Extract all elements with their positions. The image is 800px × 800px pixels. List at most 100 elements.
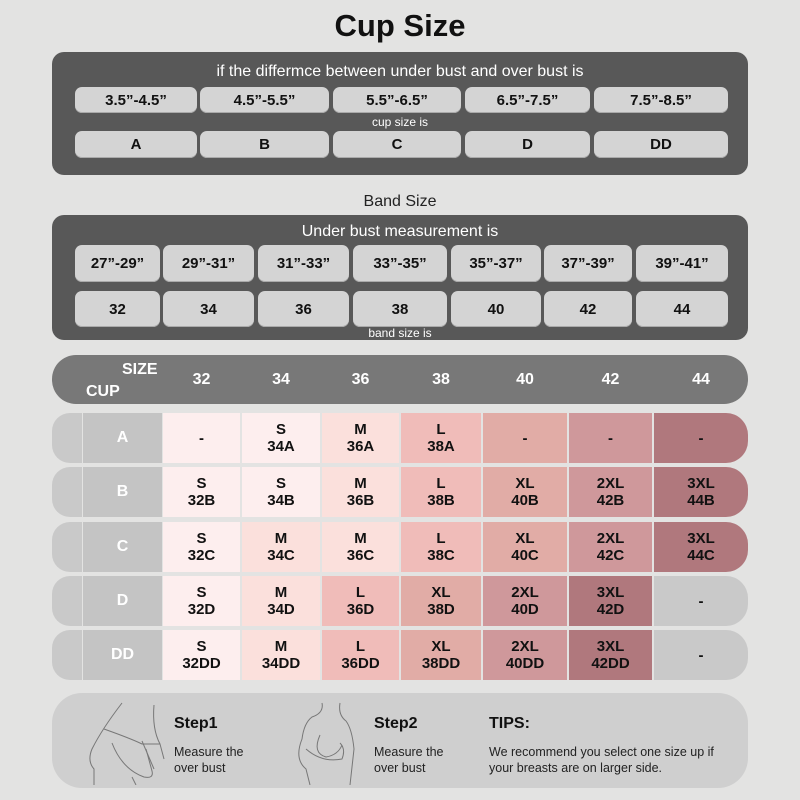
size-cell: M 34DD — [242, 630, 320, 680]
measure-bust-illustration-icon — [298, 702, 355, 785]
size-code: 32DD — [182, 655, 221, 672]
band-number-cell: 44 — [636, 291, 728, 327]
measuring-tips-panel: Step1 Measure the over bust Step2 Measur… — [52, 693, 748, 788]
row-lead-cap — [52, 576, 82, 626]
cup-letter-cell: A — [75, 131, 197, 158]
size-label: XL — [515, 530, 535, 547]
size-cell: S 34A — [242, 413, 320, 463]
size-label: L — [355, 638, 366, 655]
size-label: 3XL — [687, 475, 715, 492]
cup-letter-cell: C — [333, 131, 461, 158]
size-label: S — [275, 421, 286, 438]
size-cell: S 32C — [163, 522, 240, 572]
measure-over-bust-illustration-icon — [89, 702, 165, 785]
size-label: S — [196, 530, 207, 547]
cup-range-cell: 6.5”-7.5” — [465, 87, 590, 113]
band-range-cell: 29”-31” — [163, 245, 254, 282]
size-label: - — [608, 429, 613, 447]
band-range-cell: 27”-29” — [75, 245, 160, 282]
band-range-cell: 37”-39” — [544, 245, 632, 282]
size-code: 40B — [511, 492, 539, 509]
size-label: M — [274, 638, 288, 655]
size-label: L — [436, 475, 446, 492]
size-label: M — [354, 475, 367, 492]
size-cell: - — [654, 576, 748, 626]
size-label: XL — [431, 584, 451, 601]
size-cell: - — [163, 413, 240, 463]
row-lead-cap — [52, 467, 82, 517]
band-range-cell: 31”-33” — [258, 245, 349, 282]
size-cell: 2XL 42B — [569, 467, 652, 517]
size-cell: L 38A — [401, 413, 481, 463]
size-code: 42DD — [591, 655, 630, 672]
step1-title: Step1 — [174, 715, 218, 732]
size-code: 36C — [346, 547, 375, 564]
band-size-label: Band Size — [363, 193, 437, 210]
table-row: D S 32D M 34D L 36D XL 38D 2XL 40D 3XL 42D - — [52, 576, 748, 626]
cup-label: B — [83, 467, 162, 517]
size-code: 34D — [267, 601, 295, 618]
cup-range-cell: 4.5”-5.5” — [200, 87, 329, 113]
size-label: M — [354, 530, 367, 547]
table-row: A - S 34A M 36A L 38A - - - — [52, 413, 748, 463]
band-number-cell: 34 — [163, 291, 254, 327]
size-cell: M 34C — [242, 522, 320, 572]
step2-title: Step2 — [374, 715, 418, 732]
size-label: 2XL — [511, 638, 539, 655]
size-cell: M 34D — [242, 576, 320, 626]
size-cell: XL 38D — [401, 576, 481, 626]
cup-letter-cell: DD — [594, 131, 728, 158]
cup-range-cell: 5.5”-6.5” — [333, 87, 461, 113]
band-size-panel: Under bust measurement is band size is 2… — [52, 215, 748, 340]
step2-text-line1: Measure the — [374, 745, 444, 759]
cup-range-cell: 7.5”-8.5” — [594, 87, 728, 113]
size-code: 32C — [187, 547, 216, 564]
size-cell: S 34B — [242, 467, 320, 517]
size-label: S — [196, 475, 207, 492]
cup-label: D — [83, 576, 162, 626]
band-number-cell: 38 — [353, 291, 447, 327]
size-label: - — [698, 592, 704, 610]
table-row: B S 32B S 34B M 36B L 38B XL 40B 2XL 42B 3XL 44B — [52, 467, 748, 517]
table-row: DD S 32DD M 34DD L 36DD XL 38DD 2XL 40DD 3XL 42DD - — [52, 630, 748, 680]
size-label: XL — [431, 638, 451, 655]
size-code: 44B — [687, 492, 715, 509]
band-range-cell: 35”-37” — [451, 245, 541, 282]
size-cell: M 36C — [322, 522, 399, 572]
size-label: - — [698, 646, 704, 664]
size-code: 36A — [346, 438, 375, 455]
size-code: 32D — [187, 601, 216, 618]
cup-range-cell: 3.5”-4.5” — [75, 87, 197, 113]
size-cell: S 32B — [163, 467, 240, 517]
size-label: 3XL — [596, 638, 625, 655]
size-cell: L 38C — [401, 522, 481, 572]
size-cell: 2XL 40D — [483, 576, 567, 626]
size-code: 38DD — [421, 655, 461, 672]
size-cell: S 32D — [163, 576, 240, 626]
size-code: 42B — [596, 492, 625, 509]
size-cell: 3XL 42D — [569, 576, 652, 626]
size-label: 3XL — [596, 584, 625, 601]
size-label: S — [196, 638, 207, 655]
band-size-is-label: band size is — [368, 326, 432, 340]
size-code: 32B — [187, 492, 216, 509]
table-row: C S 32C M 34C M 36C L 38C XL 40C 2XL 42C 3XL 44C — [52, 522, 748, 572]
row-lead-cap — [52, 413, 82, 463]
band-column-header: 42 — [601, 371, 620, 388]
size-label: - — [522, 429, 528, 447]
size-code: 42D — [596, 601, 625, 618]
band-column-header: 40 — [516, 371, 534, 388]
size-cell: XL 40B — [483, 467, 567, 517]
band-number-cell: 32 — [75, 291, 160, 327]
tips-text-line1: We recommend you select one size up if — [489, 745, 714, 759]
size-code: 38A — [427, 438, 455, 455]
size-cell: S 32DD — [163, 630, 240, 680]
size-cell: 3XL 44C — [654, 522, 748, 572]
size-table-header: SIZE CUP 32 34 36 38 40 42 44 — [52, 355, 748, 404]
size-label: 2XL — [596, 530, 625, 547]
cup-panel-heading: if the differmce between under bust and … — [216, 63, 584, 80]
size-cell: - — [483, 413, 567, 463]
size-label: - — [698, 429, 704, 447]
size-cell: - — [569, 413, 652, 463]
size-label: 2XL — [596, 475, 625, 492]
